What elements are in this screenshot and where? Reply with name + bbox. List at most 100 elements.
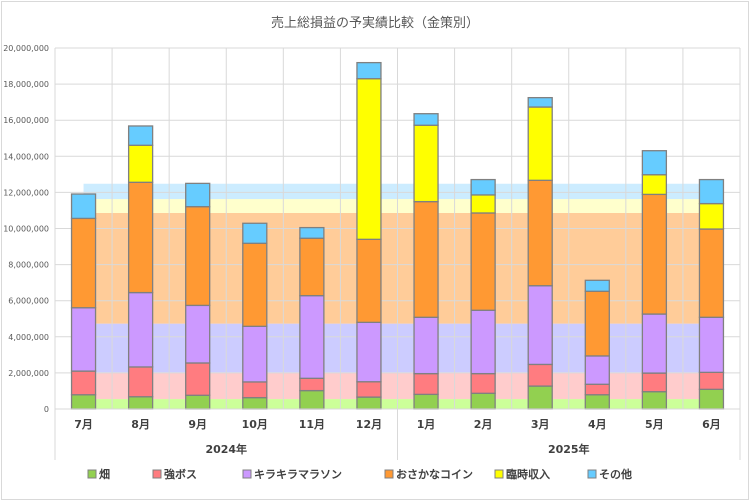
bar-3-8 <box>527 179 553 287</box>
bar-0-7 <box>470 392 496 410</box>
bar-1-11 <box>698 371 725 390</box>
bar-1-2 <box>185 362 211 396</box>
bar-2-4 <box>299 294 325 379</box>
bar-2-3 <box>242 325 268 383</box>
legend-label: キラキラマラソン <box>254 468 342 481</box>
bar-3-2 <box>185 206 211 307</box>
bar-2-6 <box>413 316 439 375</box>
x-tick-label: 4月 <box>588 418 607 431</box>
x-tick-label: 2月 <box>474 418 493 431</box>
bar-4-7 <box>470 194 496 214</box>
bar-5-6 <box>413 113 439 126</box>
bar-0-8 <box>527 385 553 410</box>
bar-1-6 <box>413 372 439 396</box>
bar-1-7 <box>470 372 496 394</box>
bar-0-3 <box>242 396 268 410</box>
x-tick-label: 3月 <box>531 418 550 431</box>
bar-4-6 <box>413 124 439 203</box>
bar-0-5 <box>356 396 382 410</box>
bar-5-3 <box>242 222 268 244</box>
bars <box>70 61 725 410</box>
x-tick-label: 11月 <box>299 418 325 431</box>
bar-2-0 <box>70 307 97 372</box>
y-tick-label: 12,000,000 <box>3 188 49 197</box>
legend: 畑 強ボス キラキラマラソン おさかなコイン 臨時収入 その他 <box>87 467 632 481</box>
bar-2-11 <box>698 316 725 374</box>
bar-2-10 <box>641 313 668 374</box>
bar-3-9 <box>584 290 610 357</box>
bar-5-1 <box>127 125 154 146</box>
bar-3-1 <box>127 181 154 294</box>
bar-0-1 <box>127 396 154 410</box>
bar-3-0 <box>70 217 97 309</box>
gridlines <box>54 47 741 410</box>
x-tick-label: 1月 <box>417 418 436 431</box>
legend-swatch-1 <box>152 469 162 479</box>
bar-5-9 <box>584 279 610 292</box>
legend-swatch-5 <box>587 469 597 479</box>
legend-swatch-2 <box>242 469 252 479</box>
bar-2-9 <box>584 355 610 385</box>
y-tick-label: 0 <box>44 405 49 414</box>
bar-0-10 <box>641 391 668 410</box>
y-tick-label: 20,000,000 <box>3 44 49 53</box>
y-tick-label: 18,000,000 <box>3 80 49 89</box>
bar-1-8 <box>527 363 553 387</box>
bar-3-3 <box>242 242 268 327</box>
chart-title: 売上総損益の予実績比較（金策別） <box>271 15 479 31</box>
bar-1-1 <box>127 366 154 398</box>
bar-4-10 <box>641 174 668 196</box>
y-tick-label: 8,000,000 <box>8 261 49 270</box>
bar-5-7 <box>470 178 496 196</box>
y-tick-label: 4,000,000 <box>8 333 49 342</box>
bar-1-0 <box>70 370 97 396</box>
bar-2-7 <box>470 309 496 375</box>
legend-label: 臨時収入 <box>506 467 550 481</box>
legend-label: 畑 <box>99 468 110 481</box>
bar-0-6 <box>413 393 439 410</box>
legend-label: おさかなコイン <box>396 468 473 481</box>
bar-4-1 <box>127 144 154 183</box>
bar-4-5 <box>356 78 382 240</box>
legend-swatch-3 <box>384 469 394 479</box>
y-tick-label: 2,000,000 <box>8 369 49 378</box>
x-tick-label: 5月 <box>645 418 664 431</box>
x-group-label: 2024年 <box>205 442 247 456</box>
y-tick-label: 6,000,000 <box>8 297 49 306</box>
bar-1-3 <box>242 381 268 399</box>
bar-2-1 <box>127 291 154 368</box>
bar-0-0 <box>70 394 97 410</box>
bar-3-5 <box>356 238 382 324</box>
bar-5-10 <box>641 150 668 176</box>
x-tick-label: 8月 <box>131 418 150 431</box>
legend-label: その他 <box>599 467 632 481</box>
bar-3-11 <box>698 228 725 318</box>
y-tick-label: 14,000,000 <box>3 152 49 161</box>
y-tick-label: 10,000,000 <box>3 225 49 234</box>
x-tick-label: 9月 <box>188 418 207 431</box>
bar-1-10 <box>641 372 668 393</box>
bar-5-5 <box>356 61 382 80</box>
bar-1-9 <box>584 383 610 396</box>
bar-4-11 <box>698 202 725 230</box>
bar-3-4 <box>299 237 325 297</box>
bar-5-4 <box>299 226 325 239</box>
bar-0-9 <box>584 394 610 410</box>
bar-1-4 <box>299 377 325 392</box>
legend-label: 強ボス <box>164 467 197 481</box>
bar-5-8 <box>527 96 553 108</box>
x-tick-label: 6月 <box>702 418 721 431</box>
bar-3-6 <box>413 200 439 318</box>
bar-5-2 <box>185 182 211 208</box>
bar-2-8 <box>527 285 553 366</box>
x-group-label: 2025年 <box>548 442 590 456</box>
x-tick-label: 12月 <box>356 418 382 431</box>
axes: 0 2,000,000 4,000,000 6,000,000 8,000,000 10,… <box>3 44 741 460</box>
bar-0-4 <box>299 389 325 410</box>
bar-3-10 <box>641 193 668 315</box>
bar-5-0 <box>70 193 97 220</box>
bar-1-5 <box>356 381 382 398</box>
bar-5-11 <box>698 178 725 205</box>
legend-swatch-0 <box>87 469 97 479</box>
